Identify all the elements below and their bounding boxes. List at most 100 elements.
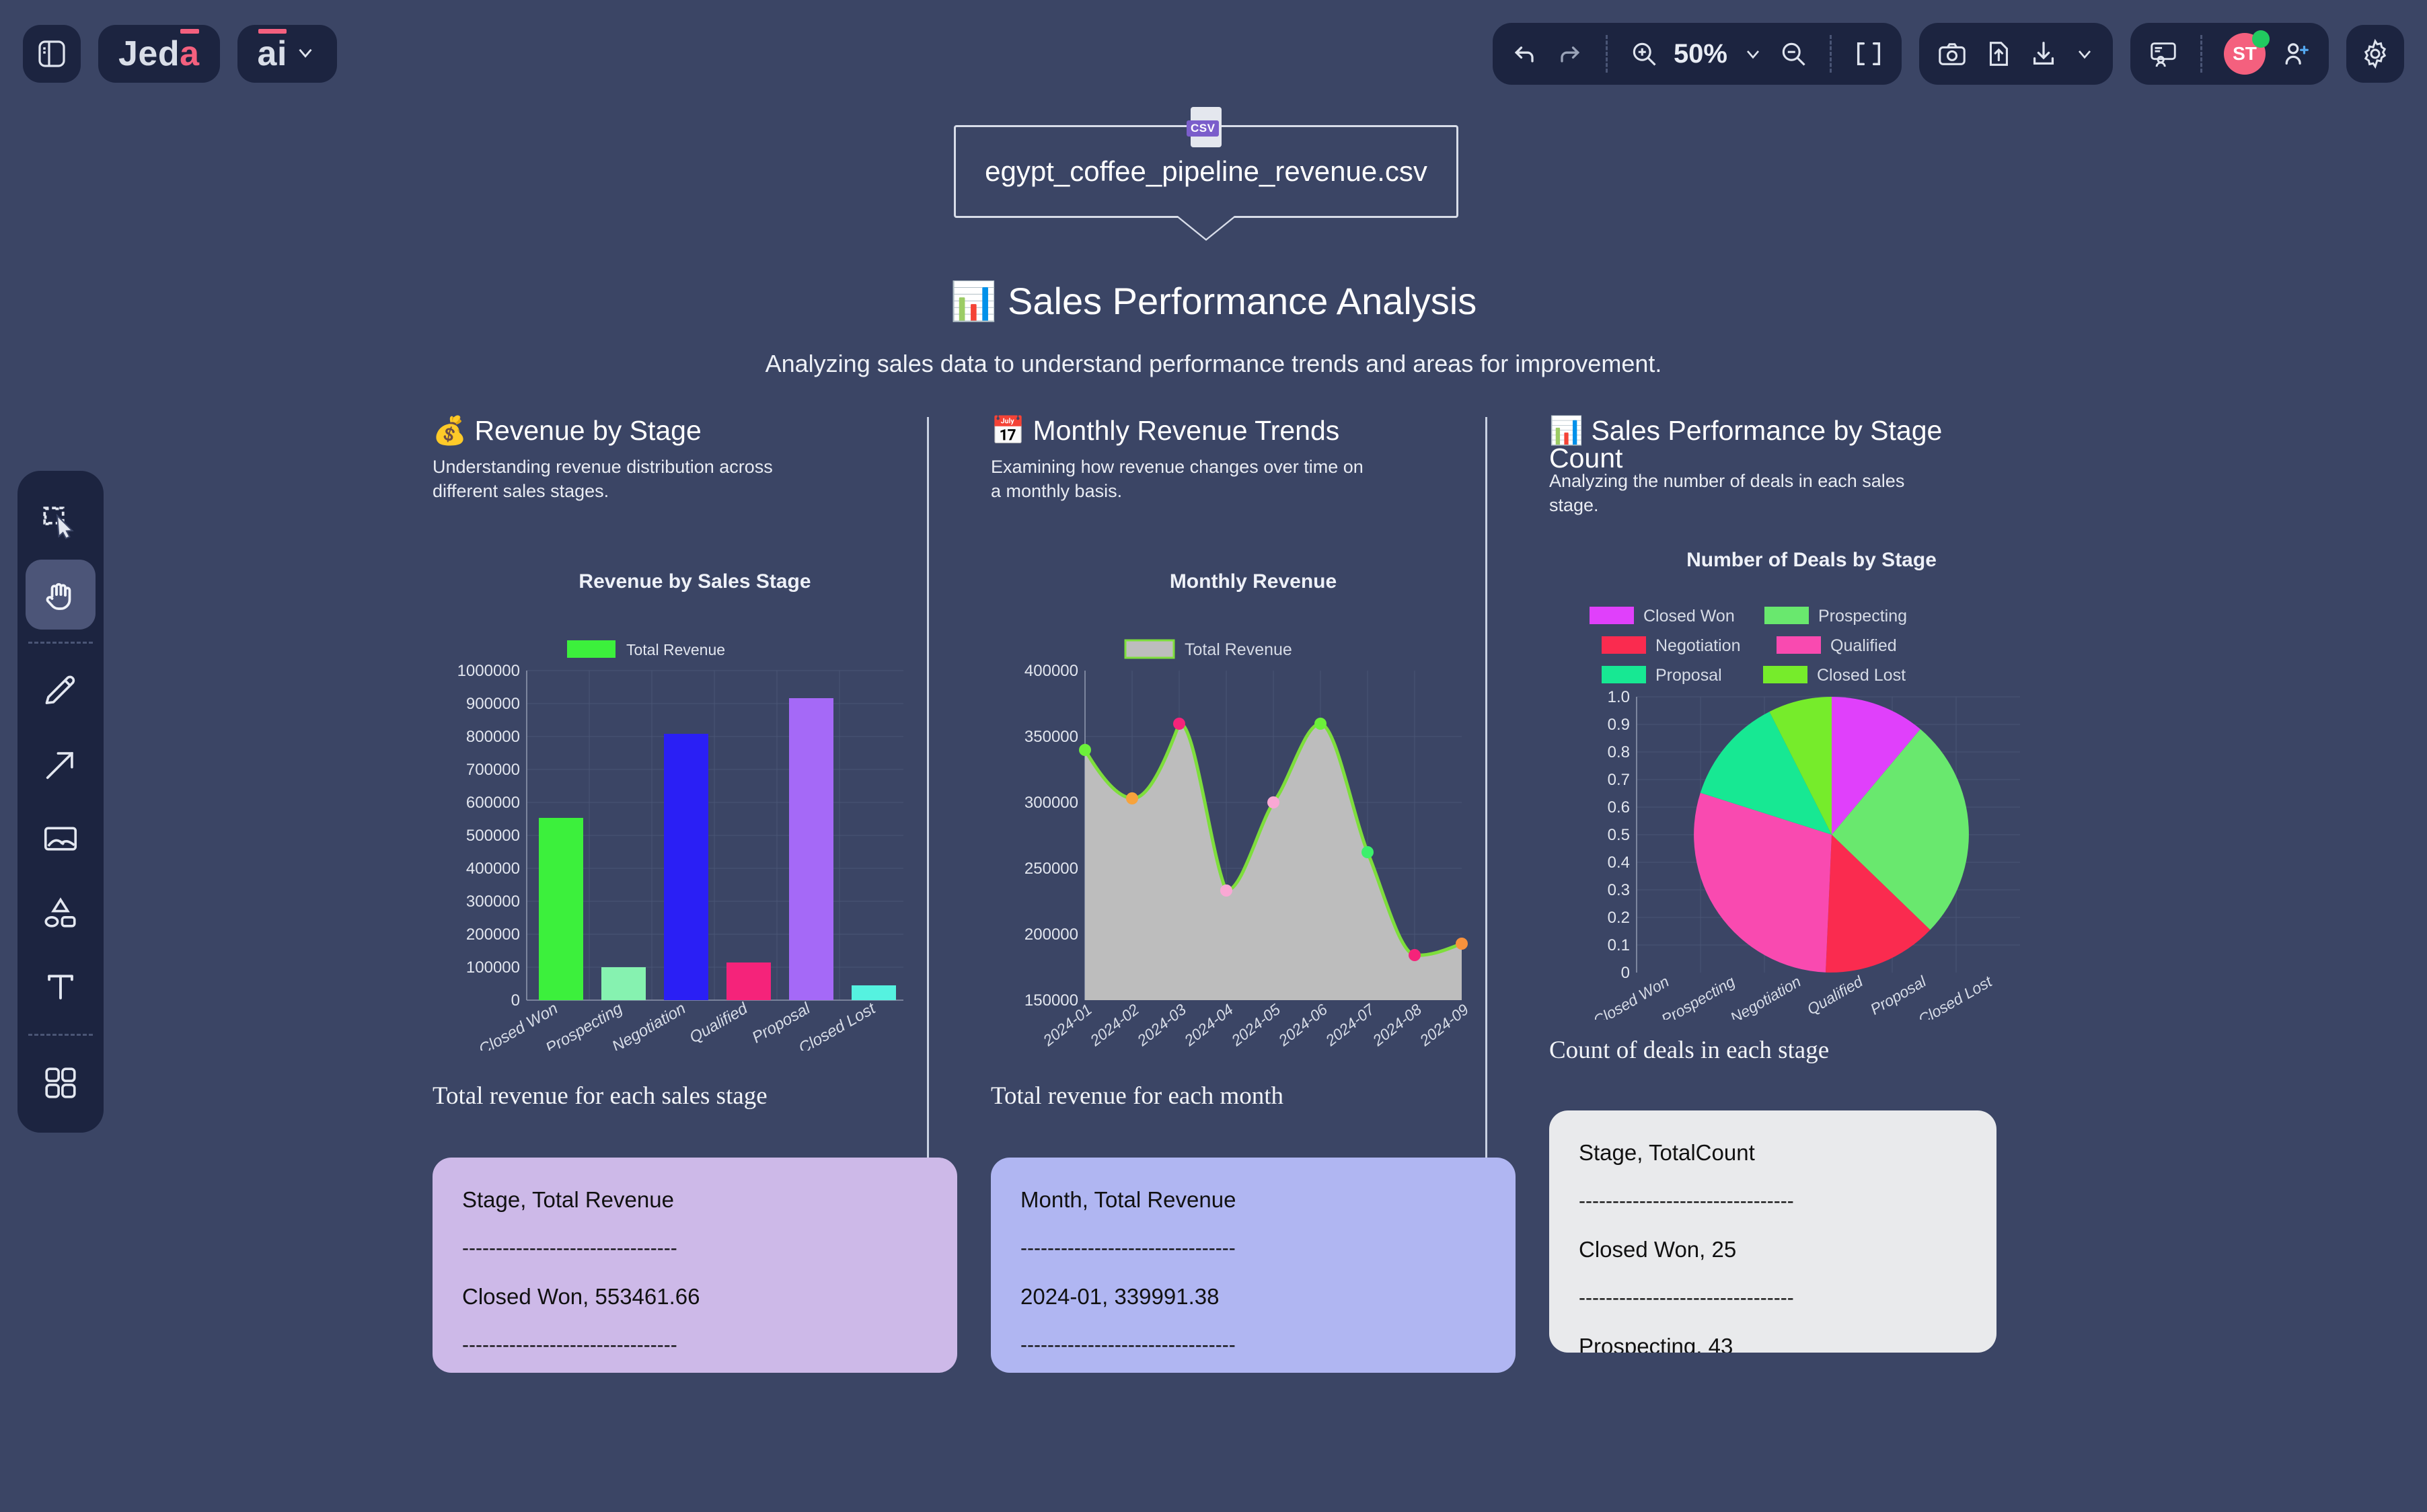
image-tool[interactable] <box>26 804 96 874</box>
data-points <box>1079 718 1468 962</box>
bar-qualified <box>726 962 771 1001</box>
present-icon[interactable] <box>2148 38 2179 69</box>
svg-text:1000000: 1000000 <box>457 662 520 680</box>
column-divider <box>1485 417 1487 1271</box>
column-description: Examining how revenue changes over time … <box>991 457 1364 501</box>
legend-label: Qualified <box>1830 636 1897 655</box>
arrow-tool[interactable] <box>26 730 96 800</box>
svg-text:600000: 600000 <box>466 794 520 812</box>
x-tick: 2024-07 <box>1322 1000 1378 1050</box>
card-row: Stage, Total Revenue <box>462 1187 674 1213</box>
page-subtitle: Analyzing sales data to understand perfo… <box>765 350 1662 377</box>
svg-text:700000: 700000 <box>466 761 520 779</box>
chart-caption: Count of deals in each stage <box>1549 1036 1830 1064</box>
camera-icon[interactable] <box>1937 38 1968 69</box>
upload-file-icon[interactable] <box>1982 38 2013 69</box>
svg-text:300000: 300000 <box>1024 794 1078 812</box>
pie-slices <box>1694 697 1969 973</box>
redo-icon[interactable] <box>1555 39 1584 69</box>
divider <box>1605 35 1608 73</box>
pie-chart: Number of Deals by Stage Closed Won Pros… <box>1549 549 2074 1030</box>
online-status-dot <box>2252 30 2270 48</box>
svg-text:0.3: 0.3 <box>1608 881 1630 899</box>
download-icon[interactable] <box>2028 38 2059 69</box>
column-monthly-trends: 📅 Monthly Revenue Trends Examining how r… <box>991 417 1516 1373</box>
zoom-level-label[interactable]: 50% <box>1673 38 1727 69</box>
bar-closed-won <box>539 818 583 1001</box>
hand-tool[interactable] <box>26 560 96 630</box>
chart-caption: Total revenue for each sales stage <box>433 1082 768 1110</box>
card-row: 2024-01, 339991.38 <box>1020 1284 1220 1310</box>
svg-text:1.0: 1.0 <box>1608 688 1630 706</box>
column-description: Understanding revenue distribution acros… <box>433 457 773 501</box>
column-title: 💰 Revenue by Stage <box>433 415 702 446</box>
svg-text:0: 0 <box>1621 964 1630 982</box>
chart-title: Monthly Revenue <box>1169 570 1337 593</box>
shapes-tool[interactable] <box>26 878 96 948</box>
add-user-icon[interactable] <box>2280 38 2311 69</box>
top-right-group: 50% <box>1492 23 2404 85</box>
slice-qualified <box>1694 792 1832 973</box>
svg-text:0.2: 0.2 <box>1608 909 1630 927</box>
card-row: -------------------------------- <box>1020 1237 1236 1260</box>
svg-text:0.9: 0.9 <box>1608 716 1630 734</box>
zoom-dropdown-chevron-icon[interactable] <box>1742 43 1764 65</box>
card-row: Closed Won, 25 <box>1579 1237 1737 1262</box>
data-card[interactable]: Stage, TotalCount ----------------------… <box>1549 1110 1996 1353</box>
file-chip[interactable]: egypt_coffee_pipeline_revenue.csv <box>954 107 1458 218</box>
legend-swatch <box>567 640 615 658</box>
svg-text:150000: 150000 <box>1024 991 1078 1010</box>
x-tick: Negotiation <box>609 999 689 1051</box>
collaboration-group: ST <box>2130 23 2329 85</box>
ai-menu-button[interactable]: ai <box>237 25 337 83</box>
brand-accent: a <box>180 29 200 73</box>
svg-text:800000: 800000 <box>466 728 520 746</box>
svg-text:500000: 500000 <box>466 827 520 845</box>
data-card[interactable]: Month, Total Revenue -------------------… <box>991 1158 1516 1373</box>
select-tool[interactable] <box>26 486 96 556</box>
data-card[interactable]: Stage, Total Revenue -------------------… <box>433 1158 957 1373</box>
card-row: -------------------------------- <box>462 1334 677 1357</box>
chart-title: Number of Deals by Stage <box>1686 549 1937 571</box>
column-revenue-by-stage: 💰 Revenue by Stage Understanding revenue… <box>433 417 957 1373</box>
svg-text:400000: 400000 <box>466 860 520 878</box>
bar-prospecting <box>601 967 646 1001</box>
apps-tool[interactable] <box>26 1048 96 1118</box>
x-tick: 2024-08 <box>1369 1001 1425 1050</box>
slice-proposal <box>1700 712 1832 835</box>
undo-icon[interactable] <box>1510 39 1540 69</box>
svg-text:0.4: 0.4 <box>1608 854 1630 872</box>
pencil-tool[interactable] <box>26 656 96 726</box>
brand-logo-button[interactable]: Jeda <box>98 25 220 83</box>
x-tick: Closed Lost <box>1915 972 1996 1020</box>
column-title: 📊 Sales Performance by Stage Count <box>1549 415 1943 474</box>
svg-text:200000: 200000 <box>466 925 520 944</box>
legend-label: Closed Won <box>1643 607 1735 626</box>
legend-label: Closed Lost <box>1817 666 1906 685</box>
svg-text:0.5: 0.5 <box>1608 826 1630 844</box>
column-divider <box>927 417 929 1271</box>
top-left-group: Jeda ai <box>23 25 337 83</box>
column-stage-count: 📊 Sales Performance by Stage Count Analy… <box>1549 417 2074 1353</box>
svg-text:0.7: 0.7 <box>1608 771 1630 789</box>
slice-closed-won <box>1832 697 1920 835</box>
download-dropdown-chevron-icon[interactable] <box>2074 43 2095 65</box>
export-group <box>1919 23 2113 85</box>
zoom-out-icon[interactable] <box>1779 39 1808 69</box>
avatar[interactable]: ST <box>2224 30 2270 75</box>
file-name: egypt_coffee_pipeline_revenue.csv <box>985 155 1427 187</box>
sidebar-toggle-button[interactable] <box>23 25 81 83</box>
settings-button[interactable] <box>2346 25 2404 83</box>
history-zoom-group: 50% <box>1492 23 1902 85</box>
zoom-in-icon[interactable] <box>1629 39 1659 69</box>
text-tool[interactable] <box>26 952 96 1022</box>
top-toolbar: Jeda ai 50% <box>0 0 2427 108</box>
x-tick: Qualified <box>1804 972 1867 1018</box>
brand-name: Jed <box>118 34 180 73</box>
svg-text:400000: 400000 <box>1024 662 1078 680</box>
fit-to-screen-icon[interactable] <box>1853 38 1884 69</box>
slice-closed-lost <box>1769 697 1832 835</box>
legend-swatch <box>1124 639 1175 659</box>
area-fill <box>1085 723 1462 1001</box>
